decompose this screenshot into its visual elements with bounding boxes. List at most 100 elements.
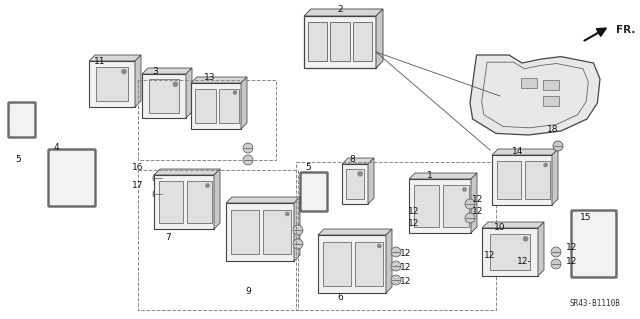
- FancyBboxPatch shape: [301, 173, 327, 211]
- Circle shape: [553, 141, 563, 151]
- Bar: [96, 67, 128, 101]
- Polygon shape: [294, 197, 300, 261]
- Bar: [218, 88, 239, 123]
- Polygon shape: [226, 197, 300, 203]
- Bar: [490, 234, 530, 270]
- Polygon shape: [386, 229, 392, 293]
- Polygon shape: [241, 77, 247, 129]
- Circle shape: [465, 213, 475, 223]
- Text: 3: 3: [152, 68, 158, 77]
- Bar: [159, 182, 184, 223]
- Bar: [409, 179, 471, 233]
- Bar: [304, 16, 376, 68]
- Polygon shape: [376, 9, 383, 68]
- Polygon shape: [154, 169, 220, 175]
- Text: 6: 6: [337, 293, 343, 302]
- Circle shape: [463, 188, 467, 191]
- Bar: [154, 175, 214, 229]
- Bar: [318, 235, 386, 293]
- Text: 12: 12: [472, 196, 484, 204]
- Circle shape: [205, 183, 210, 188]
- Text: 12: 12: [484, 251, 496, 261]
- Bar: [323, 242, 351, 286]
- Circle shape: [358, 171, 363, 176]
- Text: 12: 12: [408, 207, 420, 217]
- Text: 18: 18: [547, 125, 559, 135]
- Text: FR.: FR.: [616, 25, 636, 35]
- Text: 12: 12: [566, 243, 578, 253]
- Text: 10: 10: [494, 224, 506, 233]
- Bar: [346, 169, 364, 199]
- FancyBboxPatch shape: [49, 150, 95, 206]
- Text: 12: 12: [400, 249, 412, 258]
- Text: 13: 13: [204, 73, 216, 83]
- Text: 12: 12: [408, 219, 420, 228]
- Polygon shape: [135, 55, 141, 107]
- Bar: [89, 61, 135, 107]
- Text: SR43-B1110B: SR43-B1110B: [569, 299, 620, 308]
- Bar: [264, 210, 291, 254]
- Bar: [232, 210, 259, 254]
- Bar: [543, 80, 559, 90]
- Text: 2: 2: [337, 5, 343, 14]
- Circle shape: [173, 82, 178, 87]
- Polygon shape: [492, 149, 558, 155]
- Circle shape: [551, 247, 561, 257]
- Bar: [492, 155, 552, 205]
- Text: 11: 11: [94, 57, 106, 66]
- Text: 7: 7: [165, 234, 171, 242]
- FancyBboxPatch shape: [9, 103, 35, 137]
- Polygon shape: [409, 173, 477, 179]
- Polygon shape: [214, 169, 220, 229]
- Circle shape: [153, 189, 163, 199]
- Bar: [142, 74, 186, 118]
- Text: 12: 12: [400, 263, 412, 272]
- Polygon shape: [538, 222, 544, 276]
- Polygon shape: [304, 9, 383, 16]
- Text: 16: 16: [132, 164, 144, 173]
- Bar: [191, 83, 241, 129]
- Text: 8: 8: [349, 155, 355, 165]
- Bar: [520, 78, 536, 88]
- Bar: [226, 203, 294, 261]
- Circle shape: [465, 199, 475, 209]
- Bar: [187, 182, 212, 223]
- Polygon shape: [186, 68, 192, 118]
- Bar: [414, 185, 440, 226]
- Bar: [342, 164, 368, 204]
- Circle shape: [543, 163, 548, 167]
- Bar: [330, 22, 350, 61]
- Circle shape: [391, 261, 401, 271]
- Polygon shape: [470, 55, 600, 135]
- Text: 12-: 12-: [516, 257, 531, 266]
- Circle shape: [293, 239, 303, 249]
- Polygon shape: [342, 158, 374, 164]
- Circle shape: [153, 173, 163, 183]
- Text: 17: 17: [132, 182, 144, 190]
- Circle shape: [243, 143, 253, 153]
- Polygon shape: [552, 149, 558, 205]
- Text: 9: 9: [245, 287, 251, 296]
- Text: 12: 12: [400, 278, 412, 286]
- Circle shape: [378, 244, 381, 248]
- Text: 14: 14: [512, 147, 524, 157]
- Text: 15: 15: [580, 213, 592, 222]
- Circle shape: [391, 275, 401, 285]
- Polygon shape: [89, 55, 141, 61]
- Circle shape: [285, 212, 289, 216]
- Polygon shape: [318, 229, 392, 235]
- Circle shape: [551, 259, 561, 269]
- Text: 5: 5: [15, 155, 21, 165]
- Circle shape: [293, 225, 303, 235]
- Text: 1: 1: [427, 172, 433, 181]
- Circle shape: [233, 91, 237, 94]
- Bar: [482, 228, 538, 276]
- Bar: [353, 22, 372, 61]
- Bar: [308, 22, 327, 61]
- Bar: [525, 161, 550, 199]
- Bar: [543, 96, 559, 107]
- Polygon shape: [482, 222, 544, 228]
- Text: 5: 5: [305, 164, 311, 173]
- Bar: [195, 88, 216, 123]
- Text: 12: 12: [472, 207, 484, 217]
